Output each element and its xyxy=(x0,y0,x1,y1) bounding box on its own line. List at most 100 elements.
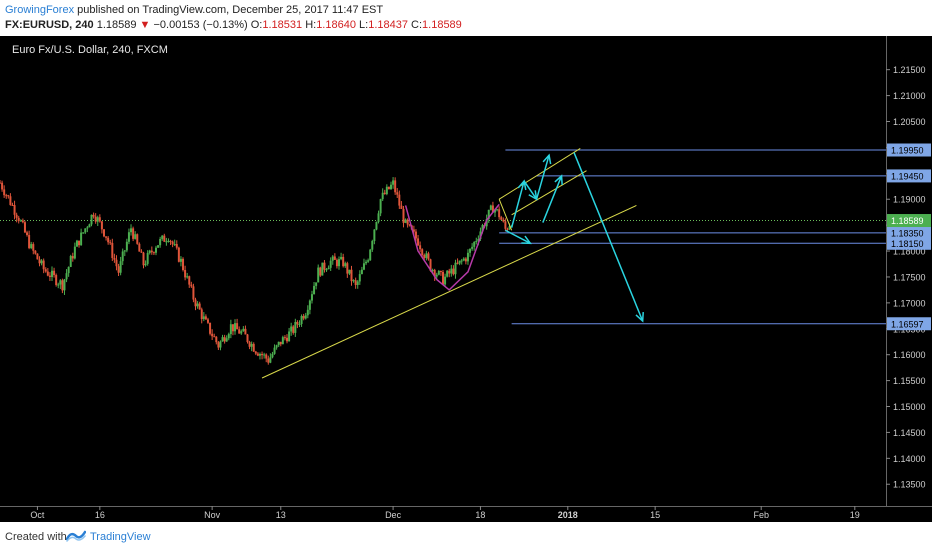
candle-body xyxy=(281,337,284,345)
candle-body xyxy=(26,232,29,235)
candle-body xyxy=(94,216,97,222)
candle-body xyxy=(138,243,141,252)
candle-body xyxy=(96,217,99,222)
y-tick-label: 1.18000 xyxy=(893,247,926,257)
candle-body xyxy=(36,253,39,260)
candle-body xyxy=(250,343,253,347)
candle-body xyxy=(173,244,176,246)
candle-body xyxy=(454,262,457,275)
candle-body xyxy=(98,217,101,222)
candle-body xyxy=(365,261,368,264)
candle-body xyxy=(414,231,417,239)
candle-body xyxy=(130,228,133,233)
price-chart[interactable]: Euro Fx/U.S. Dollar, 240, FXCM 1.21500 1.2… xyxy=(0,36,932,522)
candle-body xyxy=(65,273,68,280)
open-value: 1.18531 xyxy=(262,19,303,31)
candle-body xyxy=(493,209,496,213)
candle-body xyxy=(13,205,16,215)
candle-body xyxy=(167,240,170,242)
candle-body xyxy=(9,196,12,205)
chart-background xyxy=(0,36,932,522)
candle-body xyxy=(442,272,444,285)
candle-body xyxy=(28,234,31,249)
projection-arrow xyxy=(510,180,525,228)
candle-body xyxy=(506,228,509,230)
candle-body xyxy=(242,328,245,332)
candle-body xyxy=(283,337,286,339)
candle-body xyxy=(80,232,83,246)
candle-body xyxy=(431,269,434,271)
candle-body xyxy=(271,353,274,358)
candle-body xyxy=(325,269,328,271)
candle-body xyxy=(190,284,193,287)
candle-body xyxy=(105,236,108,238)
low-label: L: xyxy=(359,19,369,31)
candle-body xyxy=(377,213,380,222)
candle-body xyxy=(404,219,407,223)
candle-body xyxy=(44,269,47,272)
candle-body xyxy=(46,271,49,276)
candle-body xyxy=(485,219,488,227)
candle-body xyxy=(32,244,35,251)
publish-line: GrowingForex published on TradingView.co… xyxy=(5,4,383,16)
author-link[interactable]: GrowingForex xyxy=(5,4,75,16)
candle-body xyxy=(286,337,289,342)
candle-body xyxy=(306,309,309,316)
candle-body xyxy=(67,266,70,274)
candle-body xyxy=(225,338,228,342)
candle-body xyxy=(489,205,492,210)
candle-body xyxy=(279,341,282,345)
candle-body xyxy=(113,257,116,260)
candle-body xyxy=(123,250,126,252)
candle-body xyxy=(238,329,241,334)
candle-body xyxy=(244,328,247,335)
candle-body xyxy=(107,237,110,243)
candle-body xyxy=(221,337,224,342)
level-price-tag: 1.16597 xyxy=(891,319,924,329)
candle-body xyxy=(346,263,349,274)
candle-body xyxy=(3,189,6,196)
candle-body xyxy=(192,286,195,300)
candle-body xyxy=(50,270,53,277)
candle-body xyxy=(34,250,37,254)
price-change: −0.00153 (−0.13%) xyxy=(153,19,248,31)
candle-body xyxy=(462,258,465,261)
last-price-tag: 1.18589 xyxy=(891,216,924,226)
candle-body xyxy=(256,353,259,356)
candle-body xyxy=(159,238,162,246)
candle-body xyxy=(308,300,311,310)
candle-body xyxy=(92,214,95,217)
candle-body xyxy=(15,214,18,218)
x-tick-label: Nov xyxy=(204,510,221,520)
candle-body xyxy=(165,241,168,243)
tradingview-brand-link[interactable]: TradingView xyxy=(90,531,151,543)
quote-line: FX:EURUSD, 240 1.18589 ▼ −0.00153 (−0.13… xyxy=(5,19,462,31)
candle-body xyxy=(252,343,255,352)
high-label: H: xyxy=(305,19,317,31)
candle-body xyxy=(184,270,187,278)
projection-arrow xyxy=(542,175,563,223)
chart-area[interactable]: Euro Fx/U.S. Dollar, 240, FXCM 1.21500 1.2… xyxy=(0,36,932,522)
projection-arrow xyxy=(573,152,644,322)
candle-body xyxy=(261,353,264,356)
candle-body xyxy=(75,240,78,247)
trendline xyxy=(511,170,587,216)
arrow-head xyxy=(635,311,644,323)
candle-body xyxy=(504,221,507,229)
candle-body xyxy=(134,234,137,239)
candle-body xyxy=(427,253,430,260)
trendline xyxy=(498,148,581,200)
candle-body xyxy=(42,260,45,270)
candle-body xyxy=(82,232,85,234)
candle-body xyxy=(491,205,494,213)
projection-arrow xyxy=(523,180,538,200)
candle-body xyxy=(248,342,251,347)
y-tick-label: 1.17500 xyxy=(893,272,926,282)
candle-body xyxy=(469,248,472,253)
candle-body xyxy=(263,354,266,356)
candle-body xyxy=(1,182,4,190)
candle-body xyxy=(234,323,237,332)
candle-body xyxy=(344,263,347,267)
candle-body xyxy=(196,303,199,307)
arrow-head xyxy=(554,174,563,185)
